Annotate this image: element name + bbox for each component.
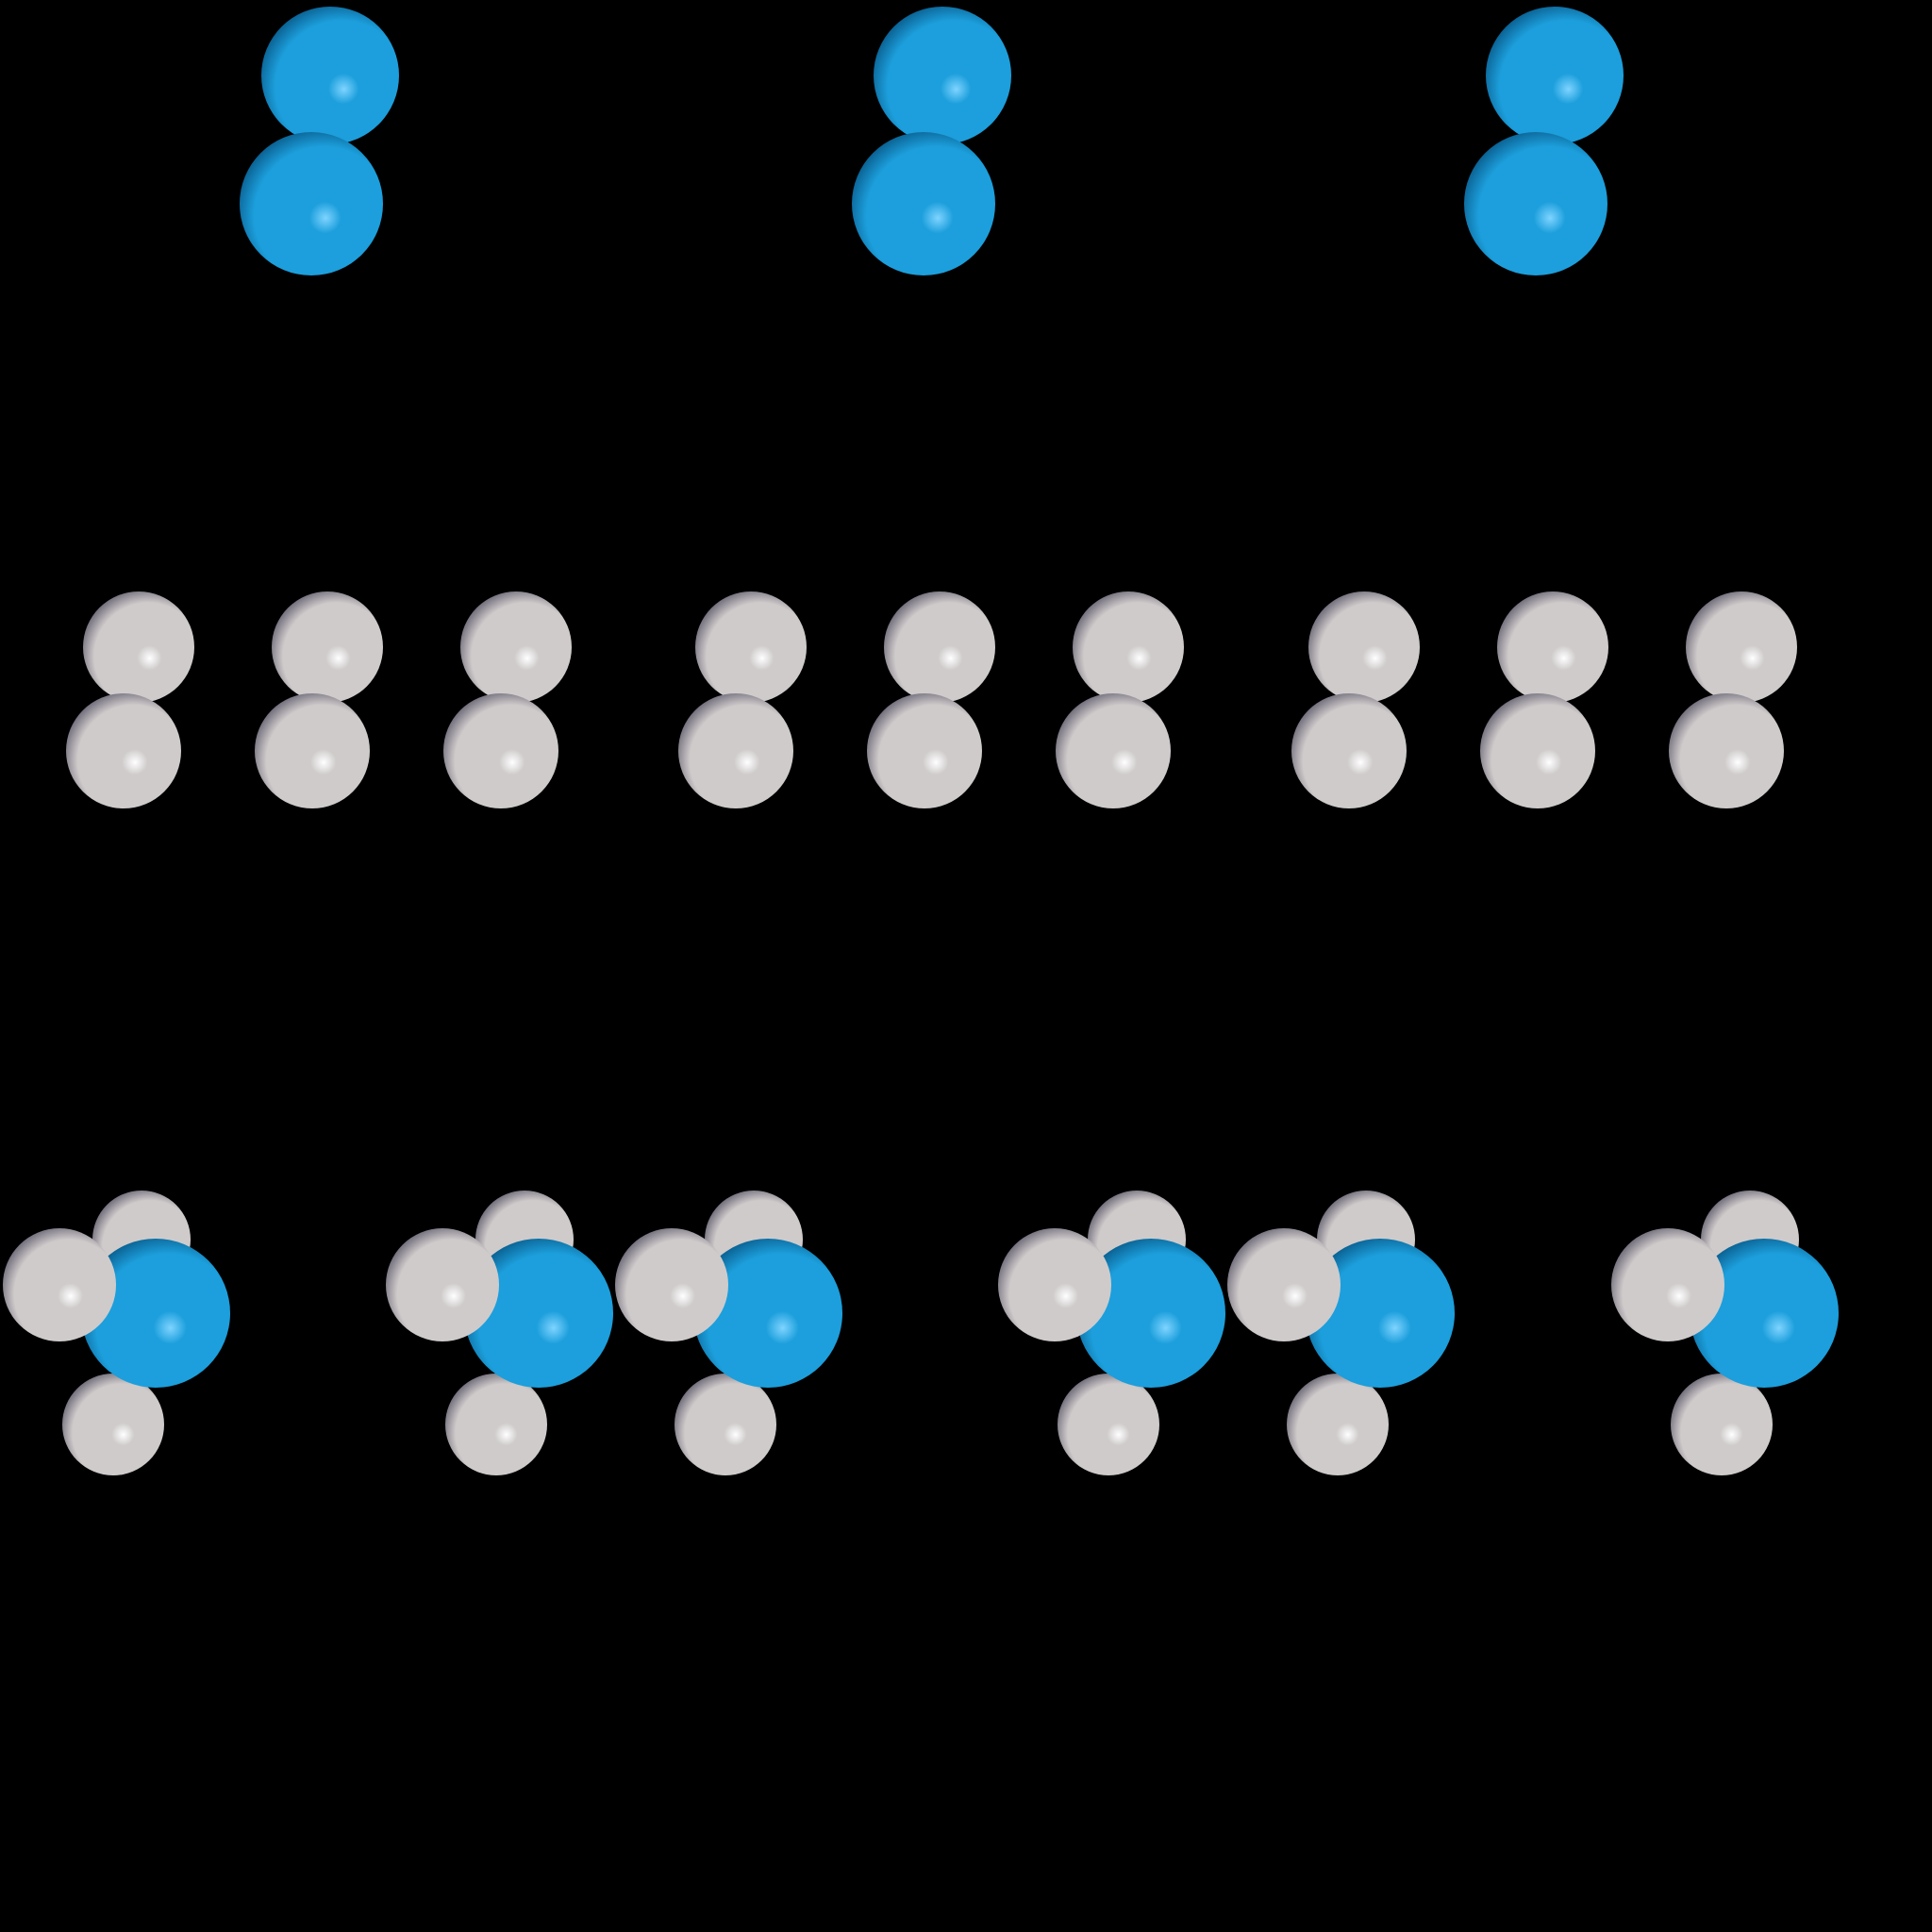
nitrogen-atom — [81, 1239, 230, 1388]
hydrogen-atom — [678, 693, 793, 808]
n2-molecule — [852, 7, 1011, 275]
hydrogen-atom — [255, 693, 370, 808]
ammonia-molecules-row — [3, 1191, 1839, 1475]
hydrogen-atom — [1058, 1374, 1159, 1475]
h2-molecule — [1480, 591, 1608, 808]
h2-molecule — [443, 591, 572, 808]
hydrogen-atom — [1497, 591, 1608, 703]
nitrogen-atom — [852, 132, 995, 275]
hydrogen-atom — [83, 591, 194, 703]
hydrogen-atom — [272, 591, 383, 703]
hydrogen-atom — [62, 1374, 164, 1475]
nitrogen-atom — [261, 7, 399, 144]
h2-molecule — [867, 591, 995, 808]
h2-molecule — [66, 591, 194, 808]
nitrogen-atom — [874, 7, 1011, 144]
hydrogen-atom — [443, 693, 558, 808]
nitrogen-atom — [1690, 1239, 1839, 1388]
nitrogen-atom — [693, 1239, 842, 1388]
h2-molecule — [1056, 591, 1184, 808]
h2-molecule — [255, 591, 383, 808]
nitrogen-atom — [1486, 7, 1624, 144]
hydrogen-atom — [615, 1228, 728, 1341]
hydrogen-atom — [1227, 1228, 1341, 1341]
hydrogen-atom — [695, 591, 807, 703]
n2-molecule — [1464, 7, 1624, 275]
hydrogen-atom — [1287, 1374, 1389, 1475]
nh3-molecule — [386, 1191, 613, 1475]
hydrogen-atom — [445, 1374, 547, 1475]
hydrogen-atom — [3, 1228, 116, 1341]
hydrogen-atom — [998, 1228, 1111, 1341]
h2-molecule — [678, 591, 807, 808]
hydrogen-atom — [867, 693, 982, 808]
n2-molecule — [240, 7, 399, 275]
nitrogen-atom — [1306, 1239, 1455, 1388]
nh3-molecule — [615, 1191, 842, 1475]
hydrogen-atom — [1073, 591, 1184, 703]
hydrogen-atom — [460, 591, 572, 703]
h2-molecule — [1669, 591, 1797, 808]
hydrogen-atom — [1056, 693, 1171, 808]
nitrogen-atom — [1076, 1239, 1225, 1388]
hydrogen-molecules-row — [66, 591, 1797, 808]
h2-molecule — [1291, 591, 1420, 808]
hydrogen-atom — [1480, 693, 1595, 808]
nh3-molecule — [3, 1191, 230, 1475]
nitrogen-atom — [464, 1239, 613, 1388]
hydrogen-atom — [1611, 1228, 1724, 1341]
nitrogen-molecules-row — [240, 7, 1624, 275]
hydrogen-atom — [1291, 693, 1407, 808]
hydrogen-atom — [884, 591, 995, 703]
hydrogen-atom — [1308, 591, 1420, 703]
nh3-molecule — [1227, 1191, 1455, 1475]
nh3-molecule — [1611, 1191, 1839, 1475]
hydrogen-atom — [66, 693, 181, 808]
hydrogen-atom — [1669, 693, 1784, 808]
hydrogen-atom — [1686, 591, 1797, 703]
hydrogen-atom — [1671, 1374, 1773, 1475]
nitrogen-atom — [240, 132, 383, 275]
nh3-molecule — [998, 1191, 1225, 1475]
hydrogen-atom — [675, 1374, 776, 1475]
hydrogen-atom — [386, 1228, 499, 1341]
nitrogen-atom — [1464, 132, 1607, 275]
